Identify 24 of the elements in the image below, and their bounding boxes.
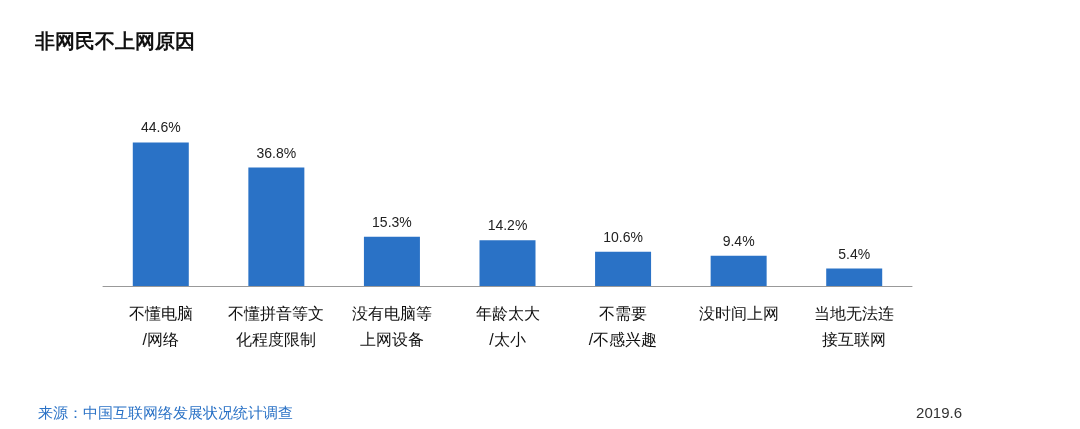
data-label: 36.8% [256, 144, 297, 161]
x-tick-label: 年龄太大/太小 [475, 304, 540, 348]
x-tick-label: 不懂拼音等文化程度限制 [228, 304, 325, 348]
data-label: 44.6% [140, 119, 181, 136]
x-tick-label: 没有电脑等上网设备 [351, 304, 432, 348]
x-tick-label: 不需要/不感兴趣 [588, 304, 658, 348]
bar [710, 255, 767, 286]
data-label: 15.3% [372, 213, 412, 230]
bar [248, 167, 305, 286]
x-tick-label: 不懂电脑/网络 [128, 304, 193, 348]
data-label: 14.2% [487, 217, 528, 234]
data-label: 10.6% [603, 228, 643, 245]
bar [132, 142, 189, 286]
x-tick-label: 当地无法连接互联网 [814, 304, 895, 348]
chart-title: 非网民不上网原因 [34, 30, 195, 52]
bar [363, 236, 420, 286]
source-note: 来源：中国互联网络发展状况统计调查 [38, 404, 293, 421]
text: 2019.6 [916, 404, 963, 421]
bar [479, 240, 536, 286]
data-label: 9.4% [722, 232, 755, 249]
data-label: 5.4% [838, 245, 871, 262]
bar [595, 251, 652, 286]
x-tick-label: 没时间上网 [698, 304, 779, 322]
bar [826, 268, 883, 286]
